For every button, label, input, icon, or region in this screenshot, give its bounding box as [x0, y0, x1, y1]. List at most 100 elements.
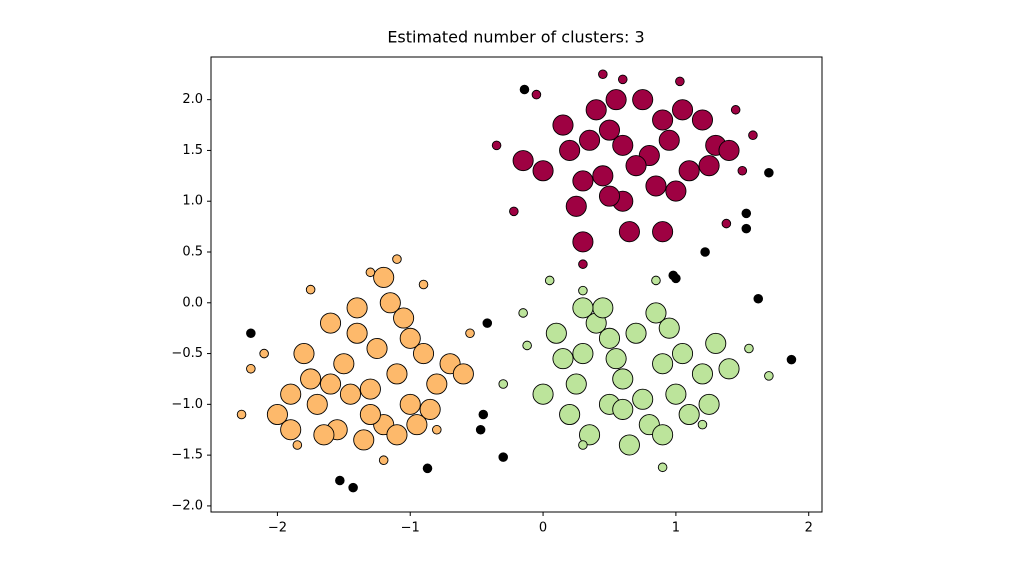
- point: [652, 109, 674, 131]
- point: [305, 284, 316, 295]
- point: [665, 180, 687, 202]
- point: [482, 318, 493, 328]
- point: [764, 168, 774, 178]
- point: [346, 322, 368, 344]
- point: [697, 419, 708, 430]
- point: [645, 302, 667, 324]
- chart-title: Estimated number of clusters: 3: [387, 28, 644, 47]
- point: [671, 273, 681, 284]
- point: [544, 275, 555, 286]
- point: [592, 165, 614, 187]
- point: [698, 393, 720, 415]
- point: [737, 165, 748, 176]
- point: [565, 195, 587, 217]
- point: [386, 363, 408, 385]
- point: [718, 139, 740, 161]
- point: [393, 307, 415, 329]
- point: [399, 327, 421, 349]
- x-tick-label: −2: [268, 521, 287, 536]
- point: [657, 462, 668, 473]
- point: [691, 363, 713, 385]
- point: [422, 463, 433, 474]
- point: [359, 378, 381, 400]
- x-tick-label: −1: [401, 521, 420, 536]
- point: [675, 76, 685, 87]
- point: [335, 475, 345, 486]
- y-tick-label: 1.0: [182, 194, 203, 209]
- point: [598, 69, 608, 80]
- point: [665, 383, 687, 405]
- point: [475, 424, 486, 435]
- point: [359, 403, 381, 426]
- y-tick-label: 2.0: [182, 92, 203, 107]
- point: [741, 223, 752, 234]
- point: [339, 383, 361, 405]
- point: [748, 130, 758, 140]
- point: [498, 452, 508, 462]
- y-tick-label: −1.5: [171, 448, 203, 463]
- point: [651, 275, 661, 286]
- x-tick-label: 0: [539, 521, 547, 536]
- point: [512, 150, 534, 172]
- point: [246, 328, 256, 339]
- y-tick-label: 0.5: [182, 245, 203, 260]
- point: [598, 185, 621, 207]
- point: [618, 221, 640, 243]
- y-tick-label: −1.0: [171, 397, 203, 412]
- point: [579, 424, 601, 446]
- axes-frame: [210, 56, 823, 513]
- point: [392, 254, 402, 264]
- point: [678, 403, 700, 426]
- point: [652, 353, 674, 375]
- point: [632, 89, 654, 111]
- point: [519, 84, 530, 95]
- point: [658, 129, 680, 151]
- point: [313, 424, 335, 446]
- point: [585, 99, 607, 121]
- point: [744, 343, 754, 354]
- point: [306, 393, 328, 415]
- point: [572, 297, 594, 319]
- point: [691, 109, 713, 131]
- point: [698, 155, 720, 177]
- point: [432, 424, 442, 435]
- point: [753, 293, 764, 304]
- point: [552, 114, 574, 136]
- point: [280, 419, 302, 441]
- point: [565, 373, 587, 395]
- point: [598, 119, 621, 141]
- point: [786, 354, 797, 365]
- point: [378, 455, 389, 465]
- point: [386, 424, 408, 446]
- point: [465, 328, 475, 339]
- point: [632, 388, 654, 410]
- point: [678, 160, 700, 182]
- point: [559, 139, 581, 161]
- point: [625, 322, 647, 344]
- point: [379, 292, 401, 314]
- point: [333, 353, 355, 375]
- point: [625, 155, 647, 177]
- point: [578, 285, 588, 296]
- point: [764, 371, 774, 381]
- point: [346, 297, 368, 319]
- point: [545, 322, 567, 344]
- point: [509, 206, 519, 217]
- point: [705, 332, 727, 354]
- point: [498, 379, 508, 389]
- point: [672, 343, 694, 365]
- point: [452, 363, 474, 385]
- point: [645, 175, 667, 197]
- point: [478, 409, 489, 420]
- point: [612, 134, 634, 156]
- point: [320, 373, 342, 395]
- point: [419, 398, 441, 420]
- point: [672, 99, 694, 121]
- x-tick-label: 1: [672, 521, 680, 536]
- point: [572, 231, 594, 253]
- point: [399, 393, 421, 415]
- point: [552, 348, 574, 370]
- point: [559, 403, 581, 426]
- point: [412, 343, 435, 365]
- point: [612, 368, 634, 390]
